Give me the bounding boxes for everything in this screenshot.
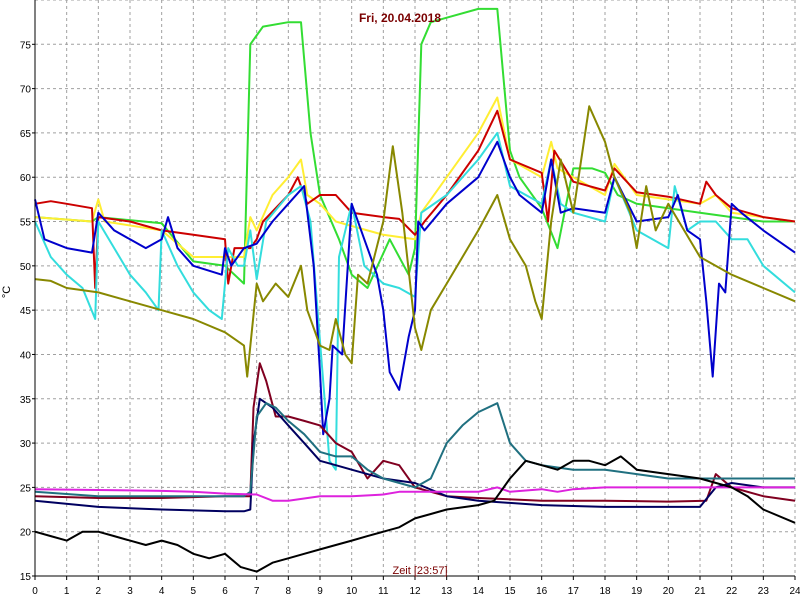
- series-line-9: [34, 402, 795, 498]
- x-tick-label: 14: [473, 586, 485, 597]
- x-tick-label: 5: [191, 586, 197, 597]
- x-tick-label: 0: [32, 586, 38, 597]
- x-tick-label: 6: [222, 586, 228, 597]
- x-axis-label: Zeit [23:57]: [392, 565, 447, 577]
- x-tick-label: 23: [758, 586, 770, 597]
- x-tick-label: 17: [568, 586, 580, 597]
- x-tick-label: 13: [441, 586, 453, 597]
- y-tick-label: 65: [20, 129, 32, 140]
- y-tick-label: 50: [20, 262, 32, 273]
- x-tick-label: 18: [599, 586, 611, 597]
- y-tick-label: 70: [20, 85, 32, 96]
- x-tick-label: 9: [317, 586, 323, 597]
- y-tick-label: 35: [20, 395, 32, 406]
- y-tick-label: 45: [20, 306, 32, 317]
- x-tick-label: 20: [663, 586, 675, 597]
- x-tick-label: 11: [378, 586, 389, 597]
- x-tick-labels: 0 1 2 3 4 5 6 7 8 9 10 11 12 13 14 15 16 17 18 19 20 21 22 23 24: [32, 576, 800, 597]
- series-line-6: [34, 105, 796, 378]
- y-tick-label: 40: [20, 350, 32, 361]
- x-tick-label: 21: [694, 586, 706, 597]
- series-line-5: [34, 140, 796, 436]
- y-tick-label: 60: [20, 173, 32, 184]
- x-tick-label: 16: [536, 586, 548, 597]
- series-line-2: [34, 96, 796, 258]
- x-tick-label: 3: [127, 586, 133, 597]
- x-tick-label: 24: [789, 586, 800, 597]
- x-tick-label: 8: [286, 586, 292, 597]
- x-tick-label: 10: [346, 586, 358, 597]
- series-line-1: [34, 7, 795, 289]
- x-tick-label: 4: [159, 586, 165, 597]
- x-tick-label: 12: [409, 586, 421, 597]
- x-tick-label: 22: [726, 586, 738, 597]
- y-tick-label: 30: [20, 439, 32, 450]
- x-tick-label: 15: [504, 586, 516, 597]
- y-tick-labels: 15 20 25 30 35 40 45 50 55 60 65 70 75: [20, 40, 35, 583]
- series-lines: [34, 7, 796, 573]
- y-tick-label: 15: [20, 572, 32, 583]
- y-tick-label: 75: [20, 40, 32, 51]
- series-line-7: [34, 362, 796, 503]
- y-tick-label: 55: [20, 218, 32, 229]
- y-tick-label: 20: [20, 528, 32, 539]
- chart-title: Fri, 20.04.2018: [359, 11, 441, 25]
- series-line-4: [34, 131, 796, 471]
- series-line-8: [34, 397, 795, 513]
- x-tick-label: 19: [631, 586, 643, 597]
- y-tick-label: 25: [20, 483, 32, 494]
- series-line-10: [34, 486, 795, 502]
- x-tick-label: 1: [64, 586, 70, 597]
- y-axis-label: °C: [1, 286, 13, 298]
- series-line-11: [34, 455, 796, 573]
- x-tick-label: 7: [254, 586, 260, 597]
- x-tick-label: 2: [96, 586, 102, 597]
